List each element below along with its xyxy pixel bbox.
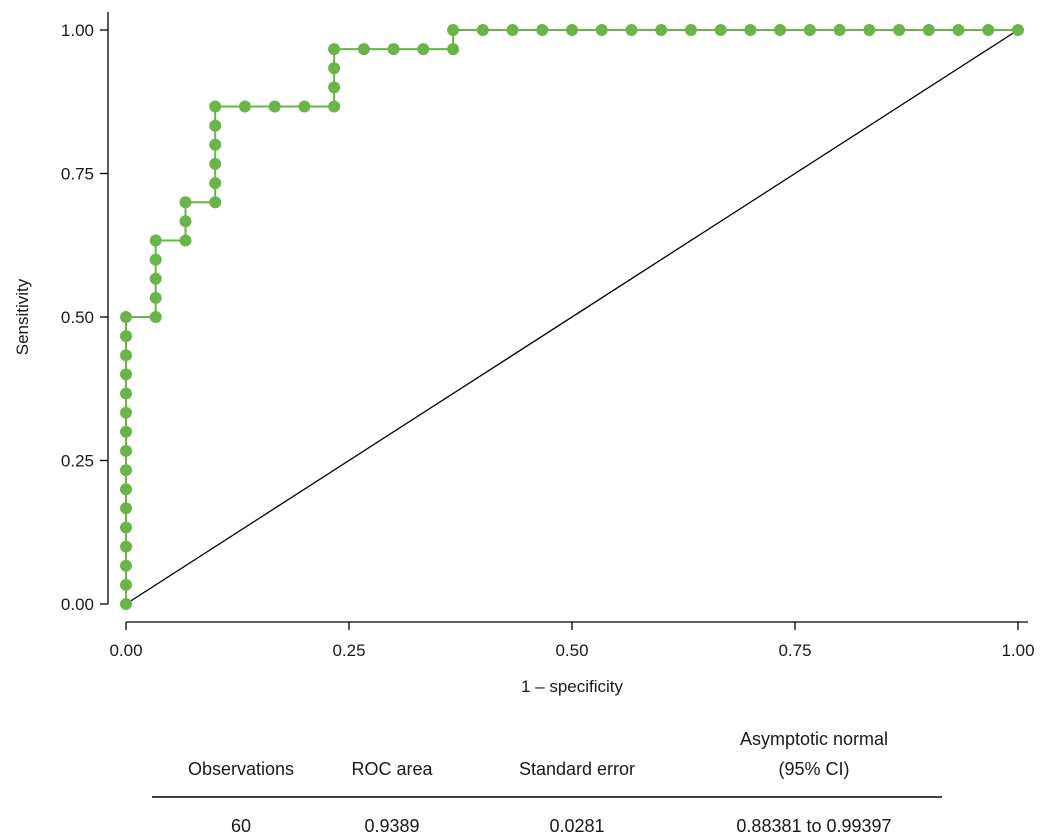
roc-point <box>120 349 132 362</box>
roc-point <box>328 100 341 113</box>
roc-point <box>120 444 132 457</box>
roc-point <box>506 24 519 36</box>
stats-header-cell: Standard error <box>519 759 635 779</box>
roc-point <box>209 100 222 113</box>
roc-point <box>625 24 638 36</box>
roc-point <box>209 177 222 190</box>
y-tick-label: 0.75 <box>61 165 94 184</box>
roc-point <box>922 24 935 36</box>
roc-point <box>833 24 846 36</box>
stats-header-cell: Observations <box>188 759 294 779</box>
roc-point <box>209 138 222 151</box>
roc-point <box>120 425 132 438</box>
roc-point <box>149 253 162 266</box>
y-tick-label: 1.00 <box>61 21 94 40</box>
roc-point <box>655 24 668 36</box>
roc-point <box>595 24 608 36</box>
y-axis-title: Sensitivity <box>13 278 32 355</box>
roc-point <box>417 43 430 56</box>
stats-header-cell: (95% CI) <box>778 759 849 779</box>
roc-point <box>714 24 727 36</box>
roc-point <box>536 24 549 36</box>
y-tick-label: 0.50 <box>61 308 94 327</box>
roc-point <box>447 24 460 36</box>
roc-point <box>120 559 132 572</box>
roc-point <box>120 598 132 610</box>
roc-point <box>357 43 370 56</box>
x-tick-label: 0.00 <box>109 641 142 660</box>
roc-point <box>803 24 816 36</box>
roc-point <box>298 100 311 113</box>
roc-point <box>149 291 162 304</box>
stats-value-cell: 0.0281 <box>549 816 604 836</box>
roc-point <box>179 196 192 209</box>
stats-value-cell: 60 <box>231 816 251 836</box>
roc-point <box>684 24 697 36</box>
x-axis-title: 1 – specificity <box>521 677 624 696</box>
roc-point <box>120 483 132 496</box>
roc-point <box>149 272 162 285</box>
roc-point <box>209 196 222 209</box>
roc-point <box>209 157 222 170</box>
roc-point <box>952 24 965 36</box>
stats-value-cell: 0.9389 <box>364 816 419 836</box>
roc-point <box>387 43 400 56</box>
roc-point <box>238 100 251 113</box>
roc-point <box>120 502 132 515</box>
stats-table-row: 60 0.9389 0.0281 0.88381 to 0.99397 <box>231 816 892 836</box>
roc-point <box>149 234 162 247</box>
axes: 0.00 0.25 0.50 0.75 1.00 0.00 0.25 0.50 0.75 1.0… <box>61 12 1035 660</box>
x-ticks: 0.00 0.25 0.50 0.75 1.00 <box>109 622 1035 660</box>
y-tick-label: 0.00 <box>61 595 94 614</box>
roc-point <box>982 24 995 36</box>
roc-point <box>744 24 757 36</box>
roc-point <box>120 330 132 343</box>
roc-point <box>120 311 132 323</box>
roc-point <box>328 62 341 75</box>
stats-value-cell: 0.88381 to 0.99397 <box>736 816 891 836</box>
roc-point <box>179 215 192 228</box>
roc-point <box>328 43 341 56</box>
y-ticks: 0.00 0.25 0.50 0.75 1.00 <box>61 21 108 614</box>
x-tick-label: 0.75 <box>778 641 811 660</box>
roc-point <box>120 540 132 553</box>
roc-point <box>893 24 906 36</box>
stats-table: Observations ROC area Standard error Asympt… <box>152 729 942 836</box>
roc-point <box>447 43 460 56</box>
stats-header-cell: ROC area <box>351 759 433 779</box>
roc-point <box>328 81 341 94</box>
roc-point <box>774 24 787 36</box>
x-tick-label: 1.00 <box>1001 641 1034 660</box>
roc-point <box>149 311 162 323</box>
roc-point <box>120 578 132 591</box>
roc-point <box>120 368 132 381</box>
roc-point <box>566 24 578 36</box>
reference-diagonal-line <box>125 29 1019 605</box>
roc-point <box>209 119 222 132</box>
stats-header-cell: Asymptotic normal <box>740 729 888 749</box>
roc-point <box>120 387 132 400</box>
x-tick-label: 0.25 <box>332 641 365 660</box>
roc-point <box>120 521 132 534</box>
y-tick-label: 0.25 <box>61 452 94 471</box>
roc-point <box>1012 24 1024 36</box>
roc-point <box>476 24 489 36</box>
roc-points <box>120 24 1024 610</box>
roc-point <box>120 464 132 477</box>
roc-point <box>863 24 876 36</box>
x-tick-label: 0.50 <box>555 641 588 660</box>
roc-point <box>179 234 192 247</box>
roc-point <box>120 406 132 419</box>
roc-point <box>268 100 281 113</box>
stats-table-header: Observations ROC area Standard error Asympt… <box>188 729 888 779</box>
